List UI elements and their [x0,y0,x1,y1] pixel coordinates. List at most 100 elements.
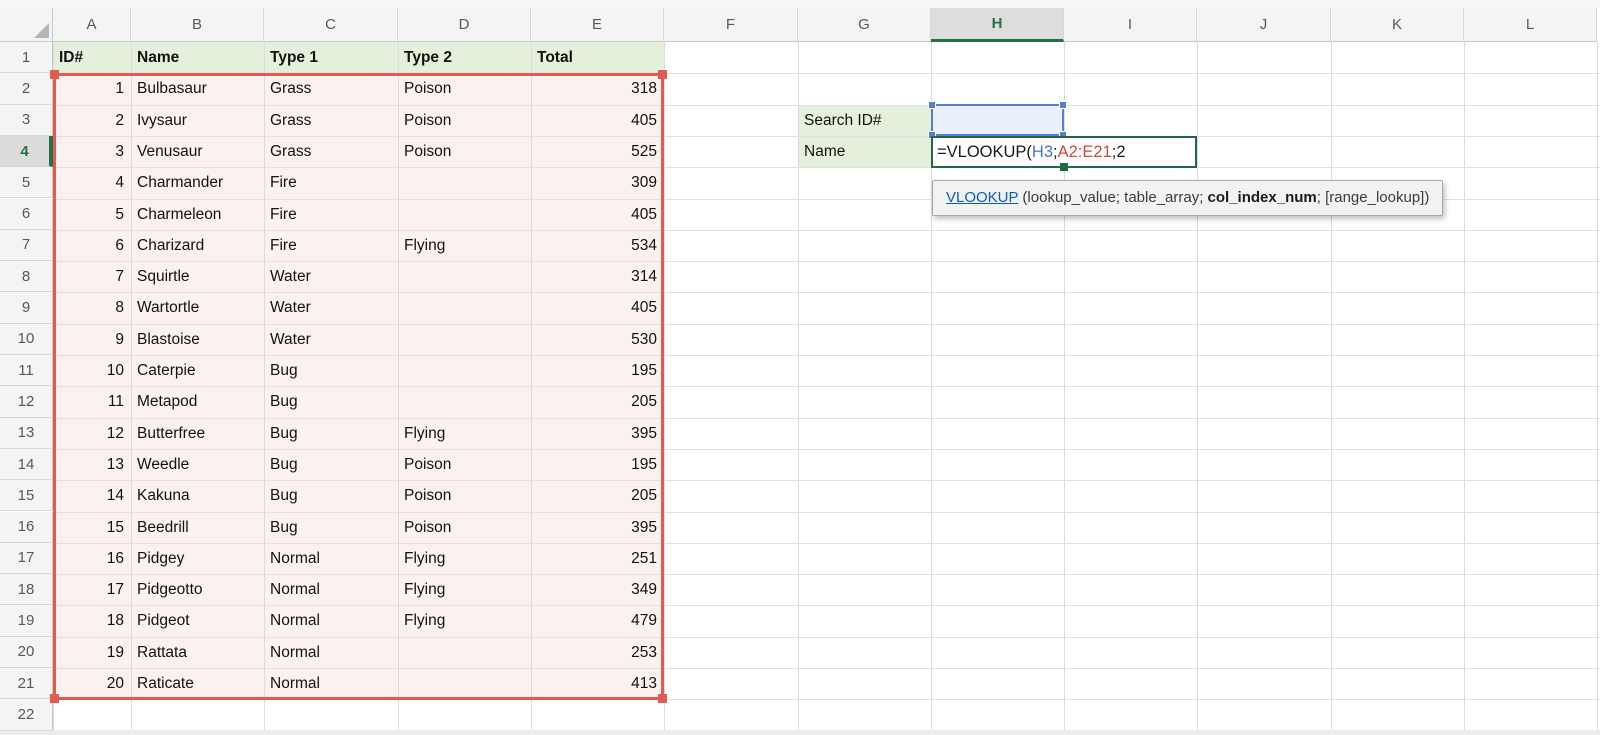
cell-A6[interactable]: 5 [115,205,124,223]
cell-E16[interactable]: 395 [631,518,657,536]
column-header-I[interactable]: I [1064,8,1197,42]
column-header-A[interactable]: A [53,8,131,42]
cell-A18[interactable]: 17 [106,581,124,599]
cell-B6[interactable]: Charmeleon [137,205,222,223]
cell-C3[interactable]: Grass [270,111,312,129]
cell-B17[interactable]: Pidgey [137,549,185,567]
cell-C5[interactable]: Fire [270,174,297,192]
column-header-F[interactable]: F [664,8,798,42]
select-all-corner[interactable] [0,8,53,42]
row-header-17[interactable]: 17 [0,542,53,575]
row-header-11[interactable]: 11 [0,355,53,387]
cell-B16[interactable]: Beedrill [137,518,189,536]
row-header-16[interactable]: 16 [0,511,53,543]
range-resize-handle[interactable] [658,70,667,79]
row-header-12[interactable]: 12 [0,386,53,418]
cell-D2[interactable]: Poison [404,80,452,98]
row-header-4[interactable]: 4 [0,135,53,168]
row-header-20[interactable]: 20 [0,636,53,668]
cell-A2[interactable]: 1 [115,80,124,98]
cell-B2[interactable]: Bulbasaur [137,80,207,98]
row-header-6[interactable]: 6 [0,198,53,230]
row-header-8[interactable]: 8 [0,261,53,293]
cell-C1[interactable]: Type 1 [270,49,318,66]
cell-A21[interactable]: 20 [106,675,124,692]
row-header-14[interactable]: 14 [0,448,53,481]
cell-E19[interactable]: 479 [631,612,657,630]
column-header-C[interactable]: C [264,8,398,42]
column-header-E[interactable]: E [531,8,664,42]
cell-E1[interactable]: Total [537,49,573,66]
row-header-5[interactable]: 5 [0,167,53,199]
cell-B1[interactable]: Name [137,49,180,66]
cell-E11[interactable]: 195 [631,362,657,379]
cell-B21[interactable]: Raticate [137,675,194,692]
cell-E17[interactable]: 251 [631,549,657,567]
cell-D19[interactable]: Flying [404,612,446,630]
cell-B15[interactable]: Kakuna [137,487,190,505]
cell-C18[interactable]: Normal [270,581,320,599]
cell-C21[interactable]: Normal [270,675,320,692]
cell-C11[interactable]: Bug [270,362,298,379]
cell-E7[interactable]: 534 [631,236,657,254]
formula-cell-handle[interactable] [1060,163,1068,171]
cell-E21[interactable]: 413 [631,675,657,692]
column-header-H[interactable]: H [931,8,1064,42]
formula-editing-cell-h4[interactable]: =VLOOKUP(H3;A2:E21;2 [931,136,1197,171]
column-header-B[interactable]: B [131,8,264,42]
cell-A12[interactable]: 11 [107,393,124,411]
cell-C17[interactable]: Normal [270,549,320,567]
cell-A5[interactable]: 4 [115,174,124,192]
column-header-J[interactable]: J [1197,8,1331,42]
cell-A10[interactable]: 9 [115,330,124,348]
cell-A20[interactable]: 19 [106,643,124,661]
cell-C14[interactable]: Bug [270,455,298,473]
reference-resize-handle[interactable] [928,101,936,109]
cell-A4[interactable]: 3 [115,142,124,160]
cell-C2[interactable]: Grass [270,80,312,98]
cell-B18[interactable]: Pidgeotto [137,581,203,599]
column-header-L[interactable]: L [1464,8,1597,42]
cell-A3[interactable]: 2 [115,111,124,129]
column-header-K[interactable]: K [1331,8,1464,42]
cell-C10[interactable]: Water [270,330,311,348]
cell-E14[interactable]: 195 [631,455,657,473]
cell-E9[interactable]: 405 [631,299,657,317]
cell-C7[interactable]: Fire [270,236,297,254]
cell-C12[interactable]: Bug [270,393,298,411]
row-header-3[interactable]: 3 [0,104,53,136]
range-resize-handle[interactable] [658,694,667,703]
row-header-7[interactable]: 7 [0,229,53,262]
cell-B8[interactable]: Squirtle [137,268,190,286]
cell-D15[interactable]: Poison [404,487,452,505]
cell-D18[interactable]: Flying [404,581,446,599]
cell-C13[interactable]: Bug [270,424,298,442]
cell-A17[interactable]: 16 [106,549,124,567]
cell-E20[interactable]: 253 [631,643,657,661]
cell-A7[interactable]: 6 [115,236,124,254]
cell-E10[interactable]: 530 [631,330,657,348]
cell-D13[interactable]: Flying [404,424,446,442]
cell-A1[interactable]: ID# [59,49,84,66]
cell-B14[interactable]: Weedle [137,455,190,473]
cell-E6[interactable]: 405 [631,205,657,223]
cell-B7[interactable]: Charizard [137,236,205,254]
cell-C20[interactable]: Normal [270,643,320,661]
cell-A19[interactable]: 18 [106,612,124,630]
row-header-21[interactable]: 21 [0,668,53,700]
cell-B10[interactable]: Blastoise [137,330,200,348]
cell-E18[interactable]: 349 [631,581,657,599]
row-header-18[interactable]: 18 [0,574,53,606]
cell-D3[interactable]: Poison [404,111,452,129]
cell-A15[interactable]: 14 [106,487,124,505]
cell-A11[interactable]: 10 [106,362,124,379]
range-resize-handle[interactable] [50,70,59,79]
cell-E15[interactable]: 205 [631,487,657,505]
cell-B3[interactable]: Ivysaur [137,111,187,129]
cell-B13[interactable]: Butterfree [137,424,206,442]
cell-E4[interactable]: 525 [631,142,657,160]
cell-D16[interactable]: Poison [404,518,452,536]
cell-B9[interactable]: Wartortle [137,299,200,317]
cell-D7[interactable]: Flying [404,236,446,254]
cell-C6[interactable]: Fire [270,205,297,223]
